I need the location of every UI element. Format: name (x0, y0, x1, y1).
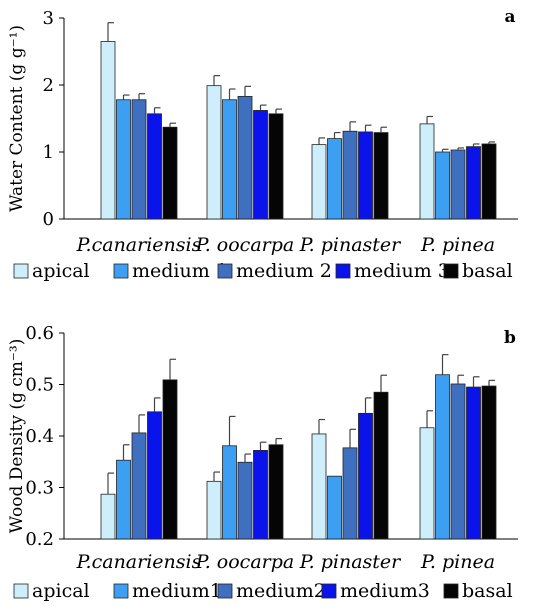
legend-label: medium 3 (354, 260, 450, 282)
legend-label: medium 1 (132, 260, 228, 282)
bar-medium2-0 (131, 432, 147, 540)
legend-swatch-2 (217, 583, 233, 599)
legend-swatch-0 (13, 583, 29, 599)
y-tick-label: 3 (43, 8, 54, 29)
bar-basal-2 (373, 391, 389, 540)
legend-swatch-1 (113, 263, 129, 279)
bar-medium-1-1 (222, 99, 237, 220)
y-tick-label: 0.3 (25, 478, 54, 499)
bar-basal-1 (268, 113, 284, 220)
legend-label: medium 2 (236, 260, 332, 282)
legend-label: apical (32, 260, 90, 282)
bar-medium-2-1 (237, 95, 253, 220)
bar-medium-2-2 (342, 130, 358, 220)
y-tick-label: 1 (43, 142, 54, 163)
category-label: P. oocarpa (195, 234, 294, 256)
bar-apical-1 (206, 480, 222, 540)
bar-medium-3-1 (253, 110, 268, 220)
bar-medium2-2 (342, 447, 358, 540)
bar-medium1-2 (327, 475, 342, 540)
y-tick-label: 2 (43, 75, 54, 96)
bar-medium-2-0 (131, 99, 147, 220)
bar-medium1-1 (222, 445, 237, 540)
y-tick-label: 0.6 (25, 323, 54, 344)
bar-apical-3 (419, 123, 435, 220)
bar-basal-1 (268, 444, 284, 540)
bar-basal-0 (162, 126, 178, 220)
legend-swatch-4 (443, 583, 459, 599)
bar-medium3-0 (147, 411, 162, 540)
legend-swatch-0 (13, 263, 29, 279)
panel-label: a (504, 7, 515, 27)
bar-apical-0 (100, 41, 116, 220)
bar-apical-3 (419, 427, 435, 540)
bar-medium2-1 (237, 461, 253, 540)
category-label: P. oocarpa (195, 551, 294, 573)
legend-label: apical (32, 580, 90, 602)
legend-label: basal (462, 580, 513, 602)
legend-swatch-1 (113, 583, 129, 599)
bar-basal-0 (162, 379, 178, 540)
legend: apical medium1 medium2 medium3 basal (13, 580, 513, 602)
legend-swatch-2 (217, 263, 233, 279)
bar-medium-1-2 (327, 138, 342, 220)
panel-label: b (504, 328, 516, 348)
legend-label: medium2 (236, 580, 326, 602)
legend-label: medium1 (132, 580, 222, 602)
bar-medium3-2 (358, 412, 373, 540)
y-tick-label: 0.2 (25, 529, 54, 550)
category-label: P. pinaster (299, 234, 402, 256)
bar-medium-3-3 (466, 146, 481, 220)
bar-medium-3-0 (147, 113, 162, 220)
category-label: P. pinaster (299, 551, 402, 573)
category-label: P.canariensis (76, 234, 202, 256)
bar-basal-3 (481, 385, 497, 540)
y-tick-label: 0.4 (25, 426, 54, 447)
bar-medium-3-2 (358, 131, 373, 220)
bar-medium1-0 (116, 459, 131, 540)
bar-basal-3 (481, 143, 497, 220)
legend-swatch-4 (443, 263, 459, 279)
bar-apical-2 (311, 144, 327, 220)
legend-label: basal (462, 260, 513, 282)
legend-swatch-3 (335, 263, 351, 279)
y-tick-label: 0.5 (25, 375, 54, 396)
bar-medium3-1 (253, 450, 268, 540)
bar-medium-1-0 (116, 99, 131, 220)
bar-medium-1-3 (435, 151, 450, 220)
y-axis-title: Wood Density (g cm⁻³) (7, 339, 27, 534)
legend-swatch-3 (321, 583, 337, 599)
legend: apical medium 1 medium 2 medium 3 basal (13, 260, 513, 282)
y-tick-label: 0 (43, 209, 54, 230)
bar-medium2-3 (450, 383, 466, 540)
category-label: P. pinea (420, 234, 495, 256)
bar-apical-0 (100, 493, 116, 540)
bar-apical-2 (311, 433, 327, 540)
bar-medium1-3 (435, 374, 450, 540)
bar-apical-1 (206, 85, 222, 220)
bar-basal-2 (373, 132, 389, 220)
y-axis-title: Water Content (g g⁻¹) (7, 25, 27, 212)
legend-label: medium3 (340, 580, 430, 602)
bar-medium3-3 (466, 386, 481, 540)
category-label: P.canariensis (76, 551, 202, 573)
bar-medium-2-3 (450, 149, 466, 220)
category-label: P. pinea (420, 551, 495, 573)
